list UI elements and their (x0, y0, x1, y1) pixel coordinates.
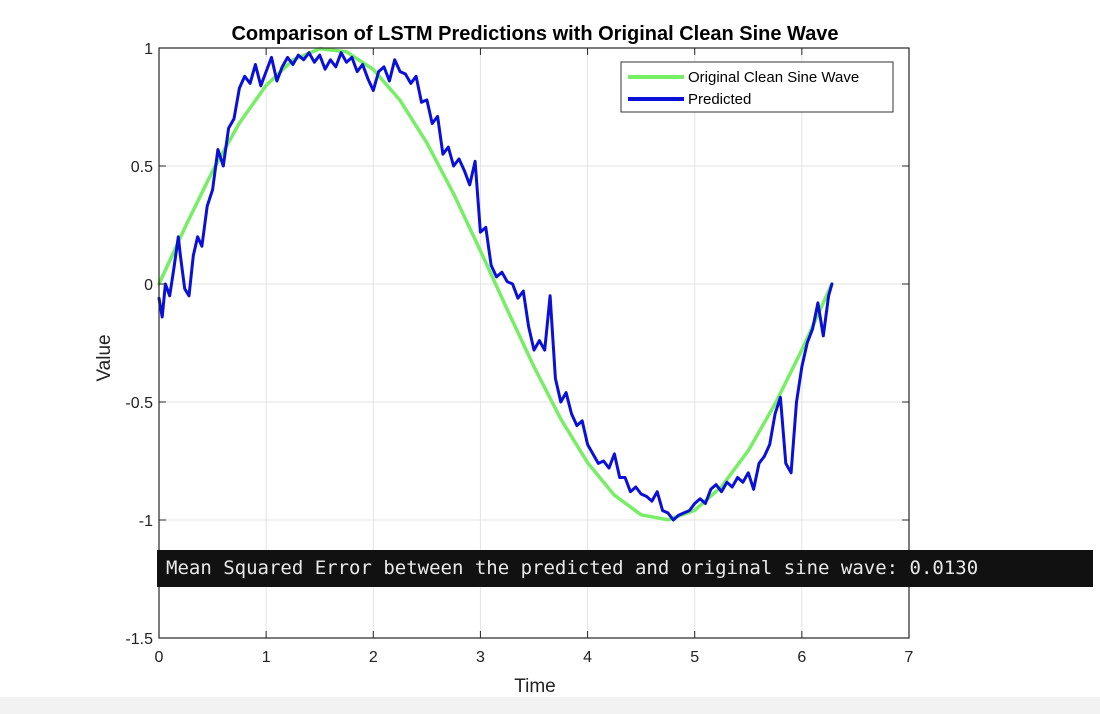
y-tick-label: -0.5 (125, 395, 153, 412)
series-layer (157, 46, 834, 522)
legend-label-clean: Original Clean Sine Wave (688, 69, 859, 86)
y-tick-label: 1 (144, 41, 153, 58)
y-tick-label: -1 (139, 513, 153, 530)
y-tick-label: -1.5 (125, 631, 153, 648)
legend-label-predicted: Predicted (688, 91, 751, 108)
x-tick-label: 6 (797, 649, 806, 666)
terminal-output-line: Mean Squared Error between the predicted… (157, 550, 1093, 587)
series-line-predicted (157, 51, 834, 522)
legend: Original Clean Sine Wave Predicted (620, 61, 894, 113)
x-tick-label: 1 (262, 649, 271, 666)
y-axis-label: Value (94, 334, 115, 381)
series-line-clean-sine (157, 46, 834, 522)
axis-tick-labels: 0 1 2 3 4 5 6 7 -1.5 -1 -0.5 0 0.5 1 (125, 41, 913, 666)
x-axis-label: Time (514, 676, 556, 697)
x-tick-label: 5 (690, 649, 699, 666)
x-tick-label: 3 (476, 649, 485, 666)
x-tick-label: 7 (905, 649, 914, 666)
x-tick-label: 0 (155, 649, 164, 666)
chart-title: Comparison of LSTM Predictions with Orig… (231, 23, 838, 45)
axis-ticks (158, 47, 910, 639)
x-tick-label: 4 (583, 649, 592, 666)
plot-area (159, 48, 909, 638)
legend-box (620, 61, 894, 113)
window-bottom-strip (0, 697, 1100, 714)
y-tick-label: 0.5 (131, 159, 153, 176)
y-tick-label: 0 (144, 277, 153, 294)
terminal-output-text: Mean Squared Error between the predicted… (166, 557, 979, 579)
plot-frame (158, 47, 910, 639)
x-tick-label: 2 (369, 649, 378, 666)
